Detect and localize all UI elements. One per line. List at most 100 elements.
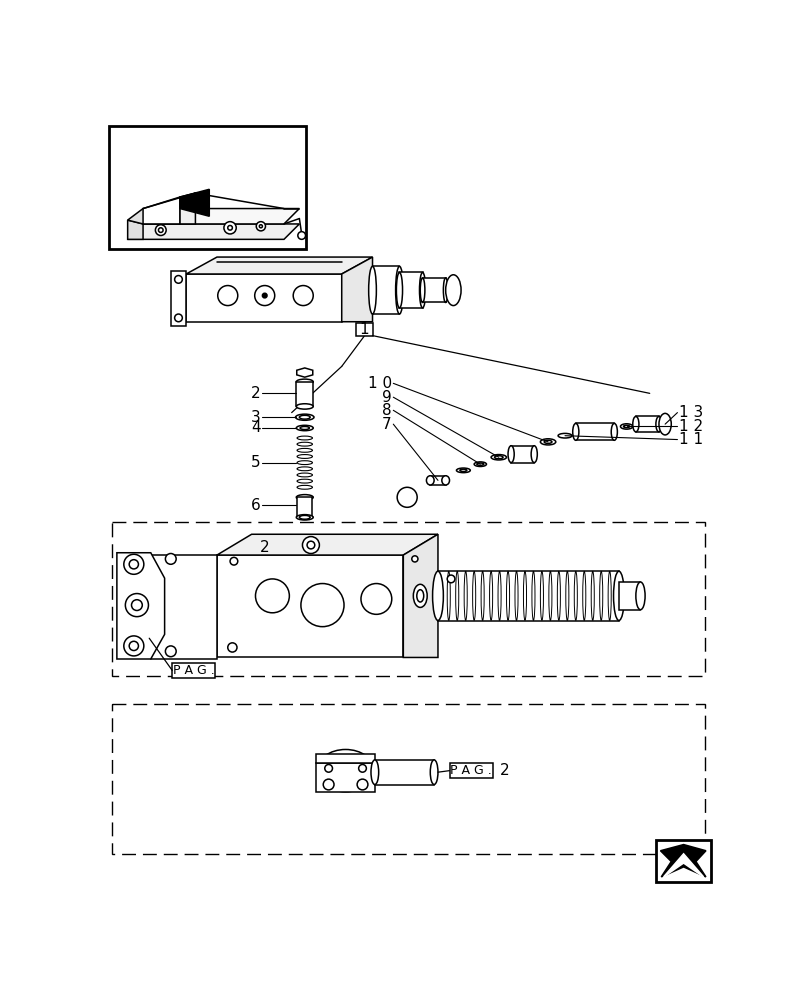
Text: 1: 1 bbox=[360, 322, 369, 337]
Ellipse shape bbox=[621, 424, 633, 429]
Text: 2: 2 bbox=[500, 763, 510, 778]
Ellipse shape bbox=[297, 448, 313, 452]
Circle shape bbox=[217, 286, 238, 306]
Ellipse shape bbox=[633, 416, 639, 432]
Circle shape bbox=[259, 225, 263, 228]
Circle shape bbox=[132, 600, 142, 610]
Text: 1 1: 1 1 bbox=[679, 432, 703, 447]
Circle shape bbox=[125, 594, 149, 617]
Ellipse shape bbox=[541, 571, 544, 620]
Ellipse shape bbox=[591, 571, 594, 620]
Ellipse shape bbox=[636, 582, 645, 610]
Text: 4: 4 bbox=[251, 420, 261, 436]
Ellipse shape bbox=[531, 446, 537, 463]
Circle shape bbox=[307, 541, 315, 549]
Ellipse shape bbox=[297, 515, 314, 520]
Polygon shape bbox=[399, 272, 423, 308]
Ellipse shape bbox=[297, 467, 313, 471]
Ellipse shape bbox=[574, 571, 578, 620]
Ellipse shape bbox=[396, 266, 403, 314]
Polygon shape bbox=[297, 368, 313, 377]
Ellipse shape bbox=[583, 571, 586, 620]
Bar bbox=[172, 663, 216, 678]
Bar bbox=[511, 446, 534, 463]
Circle shape bbox=[323, 779, 334, 790]
Ellipse shape bbox=[494, 456, 503, 459]
Ellipse shape bbox=[558, 571, 561, 620]
Circle shape bbox=[224, 222, 236, 234]
Circle shape bbox=[298, 232, 305, 239]
Ellipse shape bbox=[624, 425, 629, 428]
Text: P A G .: P A G . bbox=[173, 664, 215, 677]
Ellipse shape bbox=[431, 760, 438, 785]
Ellipse shape bbox=[326, 756, 365, 785]
Ellipse shape bbox=[460, 469, 467, 472]
Ellipse shape bbox=[566, 571, 569, 620]
Ellipse shape bbox=[414, 584, 427, 607]
Ellipse shape bbox=[545, 440, 552, 443]
Text: 7: 7 bbox=[382, 417, 392, 432]
Circle shape bbox=[124, 554, 144, 574]
Polygon shape bbox=[151, 555, 217, 659]
Ellipse shape bbox=[297, 479, 313, 483]
Circle shape bbox=[155, 225, 166, 235]
Ellipse shape bbox=[515, 571, 518, 620]
Ellipse shape bbox=[491, 455, 507, 460]
Bar bbox=[576, 423, 614, 440]
Polygon shape bbox=[143, 197, 180, 224]
Ellipse shape bbox=[300, 426, 309, 430]
Polygon shape bbox=[619, 582, 641, 610]
Circle shape bbox=[301, 584, 344, 627]
Polygon shape bbox=[403, 534, 438, 657]
Ellipse shape bbox=[532, 571, 535, 620]
Circle shape bbox=[175, 276, 183, 283]
Ellipse shape bbox=[431, 478, 445, 483]
Bar bbox=[636, 416, 659, 432]
Polygon shape bbox=[438, 571, 619, 620]
Ellipse shape bbox=[477, 463, 484, 465]
Ellipse shape bbox=[524, 571, 527, 620]
Circle shape bbox=[357, 779, 368, 790]
Ellipse shape bbox=[442, 476, 449, 485]
Polygon shape bbox=[342, 257, 372, 322]
Ellipse shape bbox=[656, 416, 662, 432]
Bar bbox=[109, 126, 305, 249]
Text: 2: 2 bbox=[251, 386, 261, 401]
Polygon shape bbox=[180, 193, 196, 224]
Ellipse shape bbox=[297, 461, 313, 465]
Ellipse shape bbox=[473, 571, 476, 620]
Circle shape bbox=[166, 554, 176, 564]
Polygon shape bbox=[180, 189, 209, 216]
Ellipse shape bbox=[296, 414, 314, 420]
Ellipse shape bbox=[446, 275, 461, 306]
Ellipse shape bbox=[558, 433, 572, 438]
Text: 1 2: 1 2 bbox=[679, 419, 703, 434]
Polygon shape bbox=[663, 854, 704, 877]
Ellipse shape bbox=[490, 571, 493, 620]
Polygon shape bbox=[316, 763, 375, 792]
Circle shape bbox=[293, 286, 314, 306]
Ellipse shape bbox=[613, 571, 625, 620]
Circle shape bbox=[256, 222, 266, 231]
Ellipse shape bbox=[300, 515, 310, 519]
Text: 1 0: 1 0 bbox=[368, 376, 392, 391]
Ellipse shape bbox=[417, 590, 423, 602]
Ellipse shape bbox=[659, 413, 671, 435]
Ellipse shape bbox=[297, 425, 314, 431]
Circle shape bbox=[158, 228, 163, 232]
Ellipse shape bbox=[297, 404, 314, 409]
Text: 9: 9 bbox=[382, 390, 392, 405]
Bar bbox=[356, 323, 372, 336]
Text: P A G .: P A G . bbox=[450, 764, 492, 777]
Ellipse shape bbox=[541, 439, 556, 445]
Ellipse shape bbox=[507, 571, 510, 620]
Ellipse shape bbox=[297, 436, 313, 440]
Polygon shape bbox=[186, 257, 372, 274]
Bar bbox=[656, 840, 711, 882]
Ellipse shape bbox=[300, 415, 310, 419]
Ellipse shape bbox=[573, 423, 579, 440]
Circle shape bbox=[166, 646, 176, 657]
Ellipse shape bbox=[297, 485, 313, 489]
Polygon shape bbox=[375, 760, 434, 785]
Bar bbox=[431, 476, 446, 485]
